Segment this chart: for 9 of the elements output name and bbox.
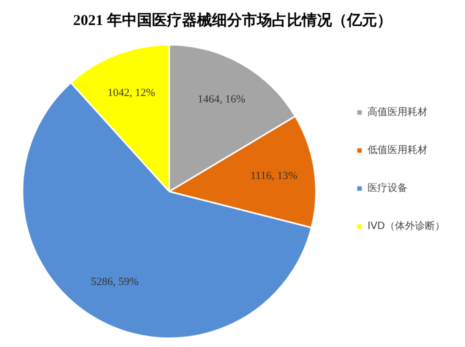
data-label: 1116, 13%: [250, 170, 298, 182]
legend-label: IVD（体外诊断）: [368, 220, 446, 232]
legend-label: 低值医用耗材: [368, 144, 428, 156]
legend-label: 高值医用耗材: [368, 106, 428, 118]
data-label: 1042, 12%: [107, 86, 156, 99]
data-label: 1464, 16%: [198, 94, 246, 106]
data-label: 5286, 59%: [90, 276, 139, 288]
legend-label: 医疗设备: [368, 182, 408, 194]
chart-title: 2021 年中国医疗器械细分市场占比情况（亿元）: [73, 10, 392, 29]
